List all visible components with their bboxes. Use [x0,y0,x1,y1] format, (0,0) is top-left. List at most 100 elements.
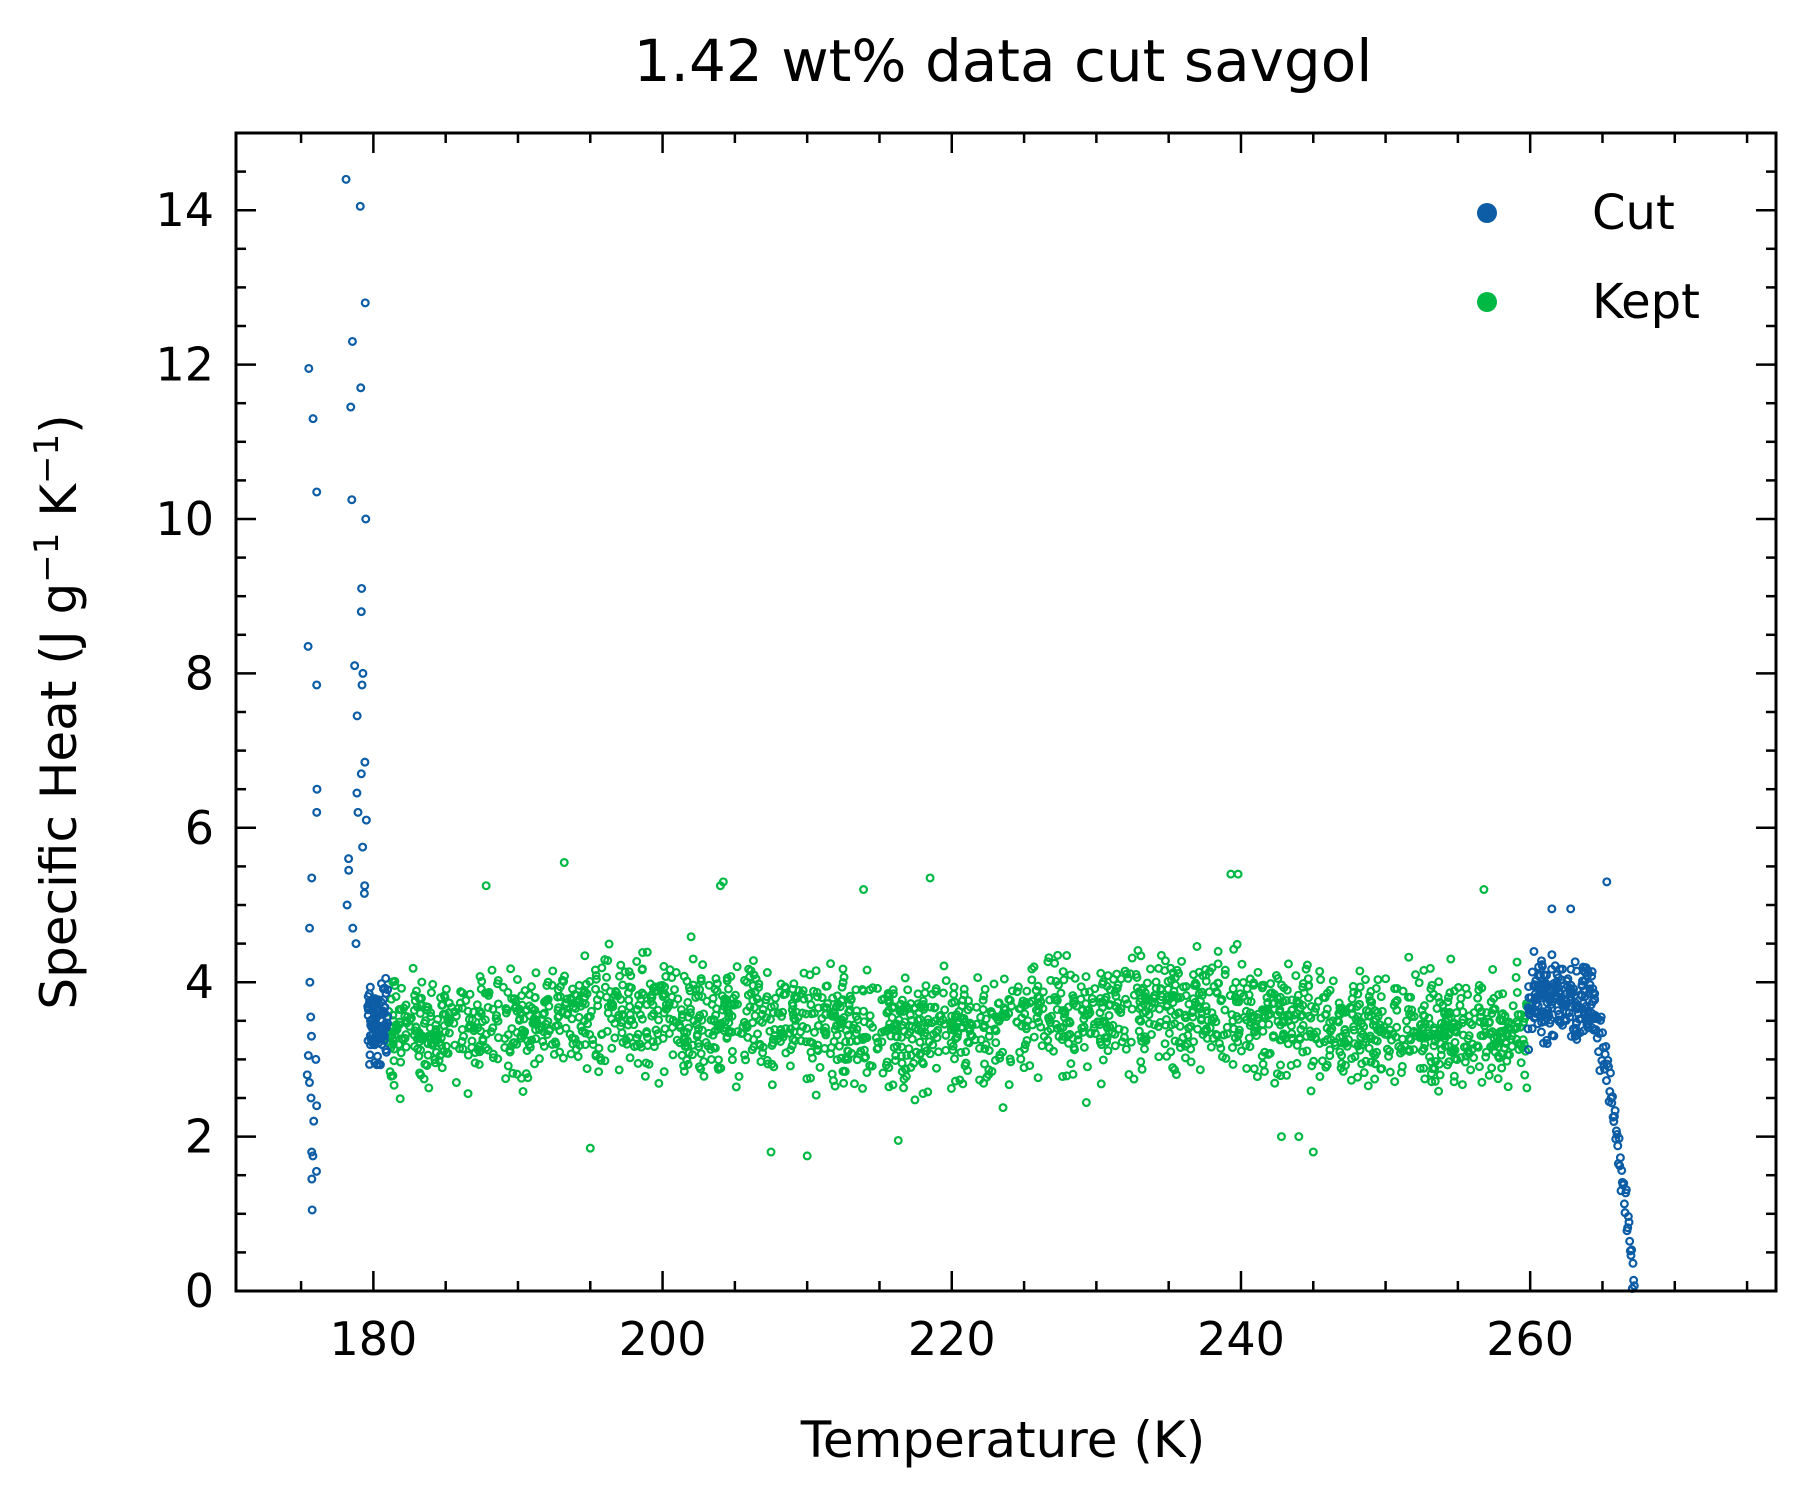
kept-point [1232,939,1242,949]
kept-point [1325,1045,1335,1055]
kept-point [634,1000,644,1010]
kept-point [1496,1034,1506,1044]
kept-point [1474,1062,1484,1072]
kept-point [1109,974,1119,984]
kept-point [438,1009,448,1019]
kept-point [726,971,736,981]
kept-point [914,1007,924,1017]
kept-point [1213,978,1223,988]
kept-point [675,1020,685,1030]
kept-point [1440,1007,1450,1017]
kept-point [787,1041,797,1051]
kept-point [718,1005,728,1015]
kept-point [1265,1009,1275,1019]
kept-point [1027,1020,1037,1030]
kept-point [731,1082,741,1092]
cut-point [1560,1001,1570,1011]
kept-point [762,992,772,1002]
kept-point [1322,1060,1332,1070]
cut-point [1609,1117,1619,1127]
kept-point [1147,998,1157,1008]
kept-point [711,974,721,984]
kept-point [437,1000,447,1010]
kept-point [958,1079,968,1089]
kept-point [917,1057,927,1067]
kept-point [905,1010,915,1020]
cut-point [1548,996,1558,1006]
legend-label-kept: Kept [1592,274,1700,330]
kept-point [1219,1030,1229,1040]
ticks-layer [236,131,1776,1293]
cut-point [364,999,374,1009]
kept-point [487,965,497,975]
kept-point [1140,988,1150,998]
kept-point [1228,1059,1238,1069]
kept-point [654,1078,664,1088]
kept-point [738,1028,748,1038]
cut-point [1547,904,1557,914]
kept-point [890,1055,900,1065]
cut-point [1524,993,1534,1003]
kept-point [980,1059,990,1069]
cut-point [1626,1250,1636,1260]
kept-point [1481,1052,1491,1062]
kept-point [1474,1003,1484,1013]
kept-point [1316,975,1326,985]
kept-point [1206,1042,1216,1052]
kept-point [1220,1005,1230,1015]
kept-point [1520,1070,1530,1080]
cut-point [357,583,367,593]
kept-point [1151,977,1161,987]
cut-point [1562,976,1572,986]
kept-point [1479,1016,1489,1026]
kept-point [450,1007,460,1017]
kept-point [1383,1030,1393,1040]
kept-point [1421,1033,1431,1043]
kept-point [991,1038,1001,1048]
kept-point [1190,997,1200,1007]
cut-point [1537,960,1547,970]
kept-point [871,1033,881,1043]
kept-point [1260,1010,1270,1020]
cut-point [1602,877,1612,887]
kept-point [950,1076,960,1086]
kept-point [1127,953,1137,963]
kept-point [986,1006,996,1016]
kept-point [959,990,969,1000]
cut-point [308,414,318,424]
kept-point [1381,974,1391,984]
kept-point [568,1002,578,1012]
kept-point [1124,1069,1134,1079]
kept-point [709,1015,719,1025]
kept-point [669,985,679,995]
kept-point [826,959,836,969]
cut-point [356,383,366,393]
kept-point [893,1023,903,1033]
kept-point [1414,978,1424,988]
kept-point [566,1049,576,1059]
kept-point [1066,1059,1076,1069]
kept-point [428,979,438,989]
kept-point [811,1090,821,1100]
kept-point [1364,1007,1374,1017]
kept-point [1089,1019,1099,1029]
chart-title: 1.42 wt% data cut savgol [634,27,1373,95]
kept-point [665,1014,675,1024]
kept-point [388,1010,398,1020]
kept-point [420,1059,430,1069]
kept-point [442,1048,452,1058]
kept-point [839,972,849,982]
kept-point [1409,1011,1419,1021]
cut-point [1615,1153,1625,1163]
y-tick-label: 12 [155,338,214,392]
kept-point [1435,1070,1445,1080]
y-tick-label: 2 [185,1110,214,1164]
kept-point [1426,984,1436,994]
kept-point [463,1089,473,1099]
kept-point [1050,992,1060,1002]
kept-point [1360,1011,1370,1021]
kept-point [1330,1040,1340,1050]
kept-point [677,1050,687,1060]
kept-point [984,1065,994,1075]
kept-point [889,1002,899,1012]
